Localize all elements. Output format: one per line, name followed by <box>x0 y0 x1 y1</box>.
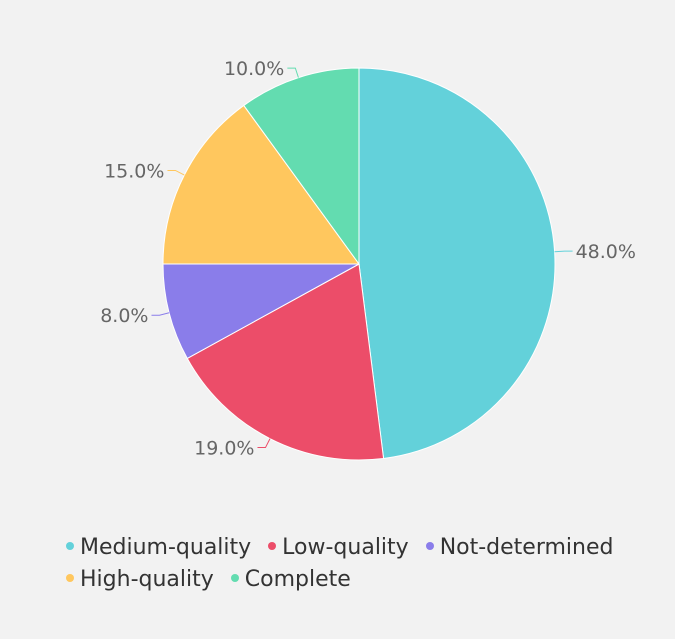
legend-label: Not-determined <box>439 535 614 560</box>
legend-item-medium-quality[interactable]: Medium-quality <box>66 532 251 564</box>
legend-label: Medium-quality <box>80 535 252 560</box>
pie-slice-not-determined[interactable] <box>162 263 360 360</box>
legend-marker-icon <box>66 574 74 582</box>
data-label-high-quality: 15.0% <box>104 160 164 182</box>
legend-label: Low-quality <box>282 535 409 560</box>
leader-line-high-quality <box>167 169 185 176</box>
leader-line-low-quality <box>257 438 271 449</box>
pie-slice-high-quality[interactable] <box>162 104 360 265</box>
pie-slice-low-quality[interactable] <box>186 263 385 461</box>
leader-line-not-determined <box>151 312 170 316</box>
leader-line-complete <box>287 67 299 78</box>
legend-row-1: Medium-quality Low-quality Not-determine… <box>66 532 666 564</box>
legend-label: Complete <box>244 567 351 592</box>
legend-marker-icon <box>268 542 277 550</box>
legend-item-low-quality[interactable]: Low-quality <box>268 532 409 564</box>
pie-slice-complete[interactable] <box>243 67 360 266</box>
legend: Medium-quality Low-quality Not-determine… <box>66 532 666 596</box>
legend-marker-icon <box>66 542 74 550</box>
legend-row-2: High-quality Complete <box>66 564 666 596</box>
pie-slice-medium-quality[interactable] <box>358 67 556 460</box>
data-label-low-quality: 19.0% <box>194 438 254 460</box>
legend-item-complete[interactable]: Complete <box>230 564 351 596</box>
pie-chart-svg: 48.0% 19.0% 8.0% 15.0% 10.0% <box>100 58 636 461</box>
leader-line-medium-quality <box>554 250 573 253</box>
legend-item-not-determined[interactable]: Not-determined <box>425 532 614 564</box>
data-label-complete: 10.0% <box>224 58 284 80</box>
legend-item-high-quality[interactable]: High-quality <box>66 564 214 596</box>
legend-marker-icon <box>425 542 434 550</box>
data-label-not-determined: 8.0% <box>100 305 148 327</box>
data-label-medium-quality: 48.0% <box>576 241 636 263</box>
legend-marker-icon <box>230 574 239 582</box>
legend-label: High-quality <box>80 567 214 592</box>
